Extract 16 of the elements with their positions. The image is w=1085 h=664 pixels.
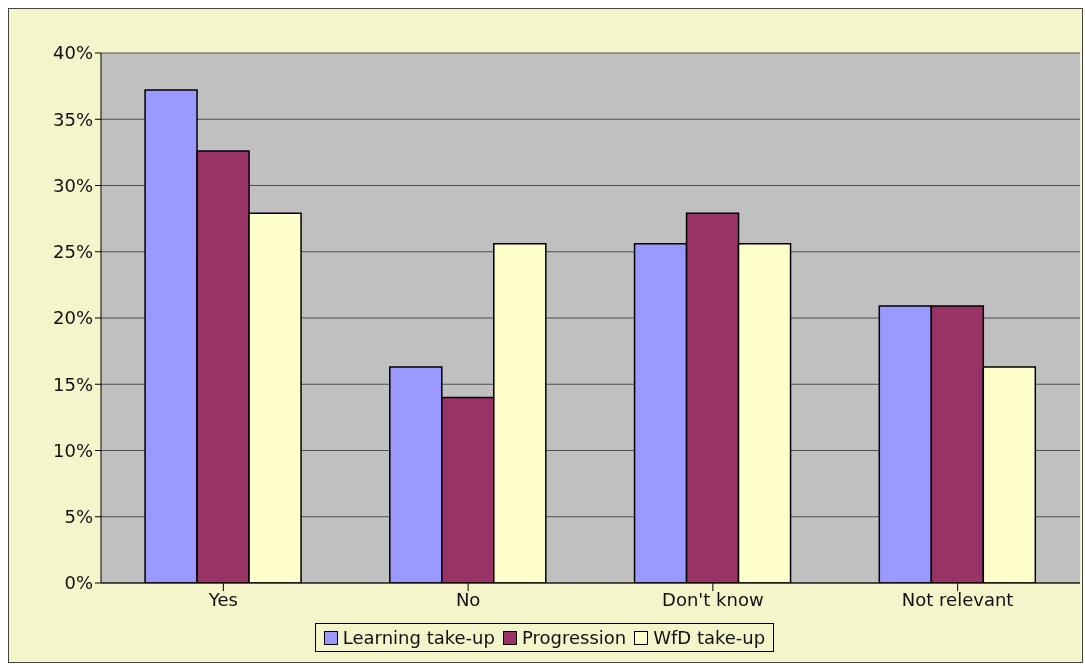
legend-label: Progression	[520, 627, 627, 648]
x-tick-label: No	[455, 588, 481, 610]
y-tick-label: 25%	[52, 241, 93, 263]
y-tick-label: 35%	[52, 108, 93, 130]
y-tick-label: 0%	[64, 572, 93, 594]
x-tick-label: Not relevant	[901, 588, 1014, 610]
y-tick-label: 30%	[52, 174, 93, 196]
y-tick-label: 5%	[64, 506, 93, 528]
y-tick-label: 40%	[52, 42, 93, 64]
legend-label: Learning take-up	[341, 627, 495, 648]
legend-label: WfD take-up	[652, 627, 766, 648]
x-tick-label: Yes	[207, 588, 238, 610]
x-tick-label: Don't know	[662, 588, 764, 610]
y-tick-label: 20%	[52, 307, 93, 329]
y-tick-label: 15%	[52, 373, 93, 395]
y-tick-label: 10%	[52, 439, 93, 461]
